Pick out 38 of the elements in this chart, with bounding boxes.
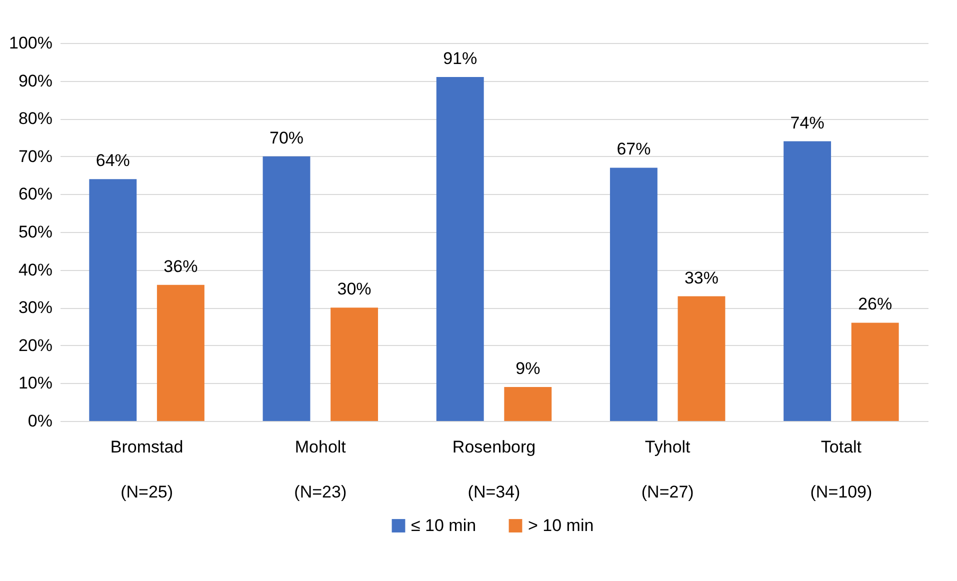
- y-tick-label: 20%: [18, 336, 52, 355]
- data-label: 36%: [164, 256, 198, 276]
- legend-label: ≤ 10 min: [411, 516, 476, 535]
- category-label: Tyholt (N=27): [641, 438, 694, 502]
- bar: [610, 168, 658, 421]
- bar: [262, 156, 310, 421]
- bar: [678, 296, 726, 421]
- y-tick-label: 70%: [18, 146, 52, 166]
- y-tick-label: 0%: [28, 412, 52, 430]
- category-label: Rosenborg (N=34): [452, 438, 536, 502]
- data-label: 9%: [516, 358, 540, 378]
- y-tick-label: 60%: [18, 184, 52, 204]
- bar: [156, 284, 204, 421]
- data-label: 30%: [337, 280, 372, 299]
- y-tick-label: 50%: [18, 222, 52, 242]
- y-tick-label: 40%: [18, 260, 52, 280]
- y-tick-label: 80%: [18, 109, 52, 128]
- bar: [89, 179, 137, 421]
- bar: [851, 322, 899, 421]
- data-label: 91%: [443, 49, 478, 68]
- y-tick-label: 10%: [18, 374, 52, 393]
- bar: [436, 77, 484, 421]
- data-label: 67%: [616, 140, 651, 159]
- category-label: Totalt (N=109): [810, 438, 872, 502]
- bar: [504, 386, 552, 421]
- data-label: 64%: [96, 151, 130, 170]
- y-tick-label: 30%: [18, 298, 52, 318]
- y-tick-label: 90%: [18, 71, 52, 90]
- data-label: 74%: [790, 113, 824, 132]
- legend-label: > 10 min: [528, 516, 594, 535]
- data-label: 26%: [858, 294, 892, 314]
- bar: [784, 141, 832, 421]
- category-label: Bromstad (N=25): [110, 438, 184, 502]
- data-label: 70%: [269, 128, 304, 148]
- data-label: 33%: [684, 268, 719, 288]
- bar: [330, 308, 378, 421]
- y-tick-label: 100%: [9, 34, 52, 52]
- category-label: Moholt (N=23): [294, 438, 347, 502]
